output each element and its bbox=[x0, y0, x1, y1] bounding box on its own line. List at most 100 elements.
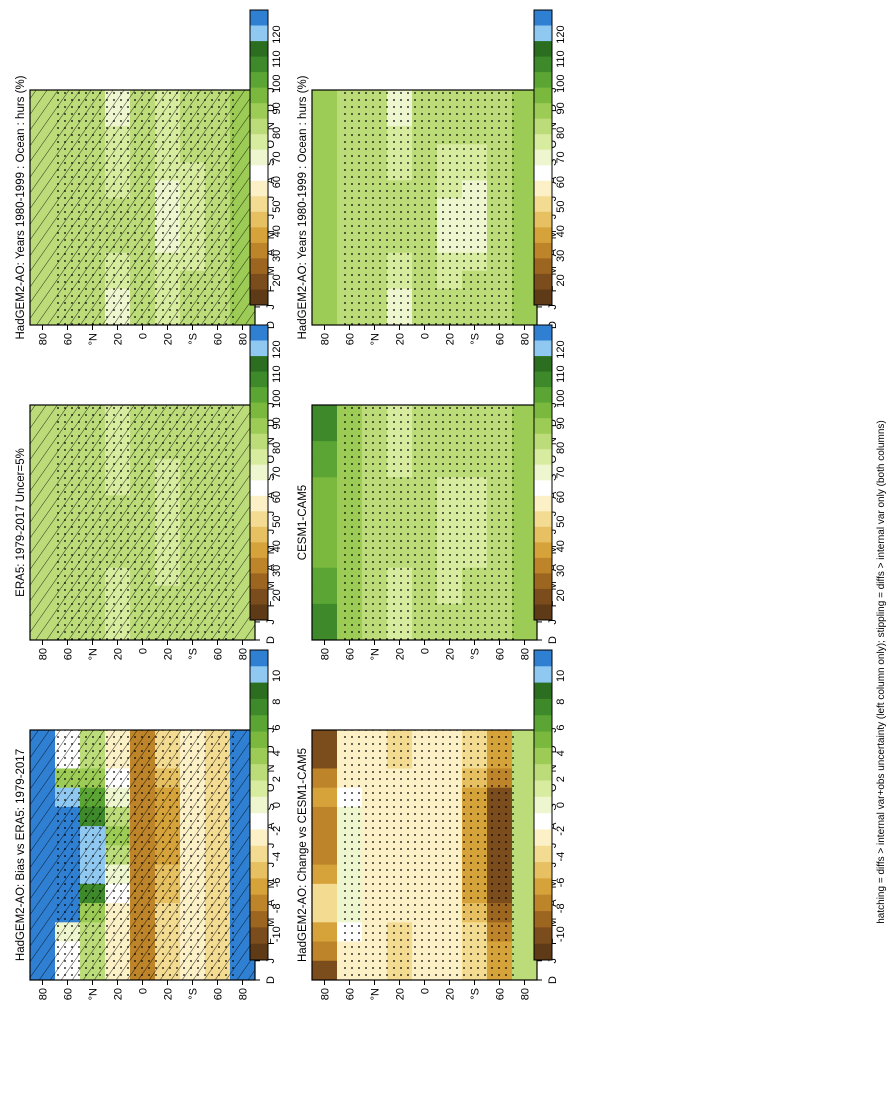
month-tick-label: F bbox=[265, 285, 277, 292]
hatching-overlay bbox=[30, 405, 255, 640]
colorbar-label: 100 bbox=[271, 75, 283, 93]
colorbar-swatch bbox=[534, 715, 552, 733]
colorbar-label: 0 bbox=[271, 802, 283, 808]
colorbar-swatch bbox=[250, 715, 268, 733]
heatmap-cell bbox=[312, 585, 338, 605]
colorbar-label: 60 bbox=[271, 176, 283, 188]
heatmap-cell bbox=[312, 495, 338, 514]
lat-tick-label: 0 bbox=[420, 648, 432, 654]
colorbar-swatch bbox=[534, 10, 552, 26]
colorbar-swatch bbox=[534, 731, 552, 749]
colorbar-label: 6 bbox=[555, 724, 567, 730]
lat-tick-label: 60 bbox=[495, 988, 507, 1000]
colorbar-swatch bbox=[250, 747, 268, 765]
month-tick-label: J bbox=[265, 402, 277, 408]
colorbar-swatch bbox=[534, 796, 552, 814]
colorbar-swatch bbox=[534, 87, 552, 104]
lat-tick-label: °S bbox=[188, 988, 200, 1000]
lat-tick-label: °S bbox=[188, 333, 200, 345]
colorbar-swatch bbox=[534, 573, 552, 590]
colorbar-label: 10 bbox=[271, 670, 283, 682]
colorbar-swatch bbox=[250, 878, 268, 896]
heatmap-cell bbox=[312, 730, 338, 750]
colorbar: 10 8 6 4 2 0 -2 -4 -6 -8 -10 bbox=[249, 649, 283, 961]
colorbar-label: -8 bbox=[555, 903, 567, 913]
colorbar-label: 50 bbox=[555, 516, 567, 528]
month-tick-label: S bbox=[547, 474, 559, 481]
colorbar-swatch bbox=[534, 118, 552, 135]
lat-tick-label: 80 bbox=[320, 988, 332, 1000]
colorbar-swatch bbox=[534, 588, 552, 605]
month-tick-label: M bbox=[265, 266, 277, 275]
month-tick-label: O bbox=[265, 783, 277, 792]
month-tick-label: M bbox=[547, 545, 559, 554]
heatmap-cell bbox=[312, 567, 338, 587]
heatmap-cell bbox=[312, 513, 338, 533]
colorbar-swatch bbox=[534, 103, 552, 120]
colorbar-label: 50 bbox=[271, 516, 283, 528]
colorbar-label: 20 bbox=[555, 274, 567, 286]
month-tick-label: M bbox=[265, 918, 277, 927]
colorbar-label: 60 bbox=[555, 491, 567, 503]
colorbar-label: 100 bbox=[555, 75, 567, 93]
colorbar-swatch bbox=[250, 196, 268, 213]
colorbar-swatch bbox=[250, 356, 268, 373]
month-tick-label: A bbox=[547, 822, 559, 830]
colorbar: 10 8 6 4 2 0 -2 -4 -6 -8 -10 bbox=[533, 649, 567, 961]
colorbar-swatch bbox=[250, 134, 268, 151]
month-tick-label: A bbox=[265, 491, 277, 499]
colorbar-label: 20 bbox=[271, 589, 283, 601]
month-tick-label: A bbox=[265, 822, 277, 830]
colorbar-label: 4 bbox=[555, 750, 567, 756]
panel-title: HadGEM2-AO: Years 1980-1999 : Ocean : hu… bbox=[15, 75, 27, 339]
lat-tick-label: 20 bbox=[113, 648, 125, 660]
colorbar-label: 2 bbox=[555, 776, 567, 782]
month-tick-label: D bbox=[265, 104, 277, 112]
colorbar-swatch bbox=[250, 258, 268, 275]
month-tick-label: F bbox=[547, 938, 559, 945]
month-tick-label: J bbox=[547, 529, 559, 535]
colorbar-swatch bbox=[534, 196, 552, 213]
month-tick-label: A bbox=[265, 563, 277, 571]
month-tick-label: D bbox=[547, 636, 559, 644]
panel-title: HadGEM2-AO: Bias vs ERA5: 1979-2017 bbox=[15, 749, 27, 961]
lat-tick-label: 0 bbox=[420, 988, 432, 994]
colorbar-swatch bbox=[534, 911, 552, 928]
colorbar-swatch bbox=[250, 943, 268, 961]
heatmap-cell bbox=[312, 180, 338, 199]
heatmap-cell bbox=[312, 126, 338, 145]
colorbar-swatch bbox=[534, 258, 552, 275]
colorbar-swatch bbox=[250, 149, 268, 166]
month-tick-label: J bbox=[547, 402, 559, 408]
colorbar-swatch bbox=[250, 698, 268, 716]
colorbar-swatch bbox=[250, 731, 268, 749]
heatmap-cell bbox=[312, 903, 338, 923]
heatmap-cell bbox=[312, 787, 338, 808]
colorbar-swatch bbox=[250, 227, 268, 244]
month-tick-label: J bbox=[265, 529, 277, 535]
colorbar-swatch bbox=[534, 878, 552, 896]
month-tick-label: A bbox=[547, 491, 559, 499]
colorbar-label: -8 bbox=[271, 903, 283, 913]
month-tick-label: J bbox=[265, 619, 277, 625]
month-tick-label: O bbox=[265, 455, 277, 464]
colorbar-label: 70 bbox=[271, 466, 283, 478]
colorbar-label: 30 bbox=[271, 250, 283, 262]
month-tick-label: D bbox=[547, 419, 559, 427]
lat-tick-label: 20 bbox=[163, 333, 175, 345]
colorbar-label: 60 bbox=[271, 491, 283, 503]
colorbar-swatch bbox=[534, 845, 552, 863]
colorbar-swatch bbox=[250, 813, 268, 830]
stippling-overlay bbox=[339, 405, 519, 640]
colorbar-label: 50 bbox=[555, 201, 567, 213]
colorbar-label: 60 bbox=[555, 176, 567, 188]
month-tick-label: F bbox=[547, 600, 559, 607]
month-tick-label: A bbox=[265, 899, 277, 907]
colorbar-label: 110 bbox=[555, 365, 567, 383]
colorbar-swatch bbox=[534, 927, 552, 945]
heatmap-cell bbox=[312, 845, 338, 866]
lat-tick-label: 20 bbox=[113, 988, 125, 1000]
colorbar-swatch bbox=[250, 464, 268, 481]
month-tick-label: J bbox=[547, 304, 559, 310]
heatmap-panel: 80 60 °N 20 0 20 °S 60 80 D J F M A M J J A S O N D J HadGEM2-A… bbox=[15, 75, 277, 345]
